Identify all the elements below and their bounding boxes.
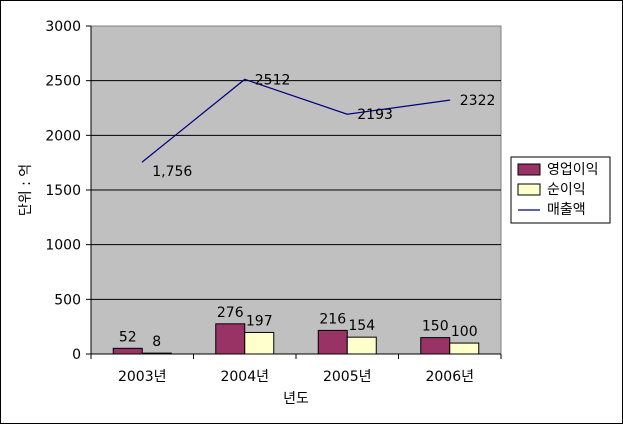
sales-line <box>141 78 450 163</box>
line-data-label: 1,756 <box>152 164 192 180</box>
bar <box>420 337 451 355</box>
y-tick-label: 1500 <box>45 183 81 199</box>
x-tick-label: 2004년 <box>220 369 269 385</box>
x-tick-label: 2006년 <box>425 369 474 385</box>
x-axis-ticks: 2003년 2004년 2005년 2006년 <box>90 353 502 385</box>
bar <box>244 331 275 355</box>
x-axis-title: 년도 <box>283 391 309 407</box>
line-data-label: 2322 <box>460 93 496 109</box>
legend-label-operating-profit: 영업이익 <box>547 162 599 178</box>
bar-data-label: 154 <box>348 318 375 334</box>
y-tick-label: 0 <box>72 347 81 363</box>
bar-data-label: 52 <box>119 329 137 345</box>
y-tick-label: 3000 <box>45 19 81 35</box>
bar-data-label: 276 <box>217 305 244 321</box>
y-tick-label: 2000 <box>45 128 81 144</box>
bar <box>449 342 480 355</box>
y-tick-label: 2500 <box>45 74 81 90</box>
bar-data-label: 100 <box>451 324 478 340</box>
y-axis-ticks: 0 500 1000 1500 2000 2500 3000 <box>45 19 92 363</box>
sales-point <box>141 161 143 163</box>
bar-data-label: 197 <box>246 313 273 329</box>
sales-point <box>244 78 246 80</box>
y-axis-title: 단위 : 억 <box>18 164 34 216</box>
bar-data-label: 8 <box>152 334 161 350</box>
y-tick-label: 1000 <box>45 238 81 254</box>
line-series <box>141 78 451 163</box>
legend-label-net-profit: 순이익 <box>547 182 586 198</box>
legend-swatch-net-profit <box>517 183 541 196</box>
x-tick-label: 2003년 <box>118 369 167 385</box>
legend-label-sales: 매출액 <box>547 202 586 218</box>
y-tick-label: 500 <box>54 292 81 308</box>
bar <box>112 347 143 355</box>
sales-point <box>449 99 451 101</box>
sales-point <box>346 113 348 115</box>
gridlines <box>91 80 501 300</box>
bar <box>317 329 348 355</box>
line-data-label: 2512 <box>255 72 291 88</box>
bars <box>112 323 480 355</box>
bar <box>215 323 246 355</box>
line-data-label: 2193 <box>357 107 393 123</box>
bar-data-label: 216 <box>319 311 346 327</box>
legend: 영업이익 순이익 매출액 <box>510 156 611 224</box>
x-tick-label: 2005년 <box>323 369 372 385</box>
bar <box>346 336 377 355</box>
bar-data-label: 150 <box>422 319 449 335</box>
data-labels: 52 276 216 150 8 197 154 100 1,756 2512 2193 2322 <box>119 72 496 350</box>
legend-swatch-operating-profit <box>517 163 541 176</box>
